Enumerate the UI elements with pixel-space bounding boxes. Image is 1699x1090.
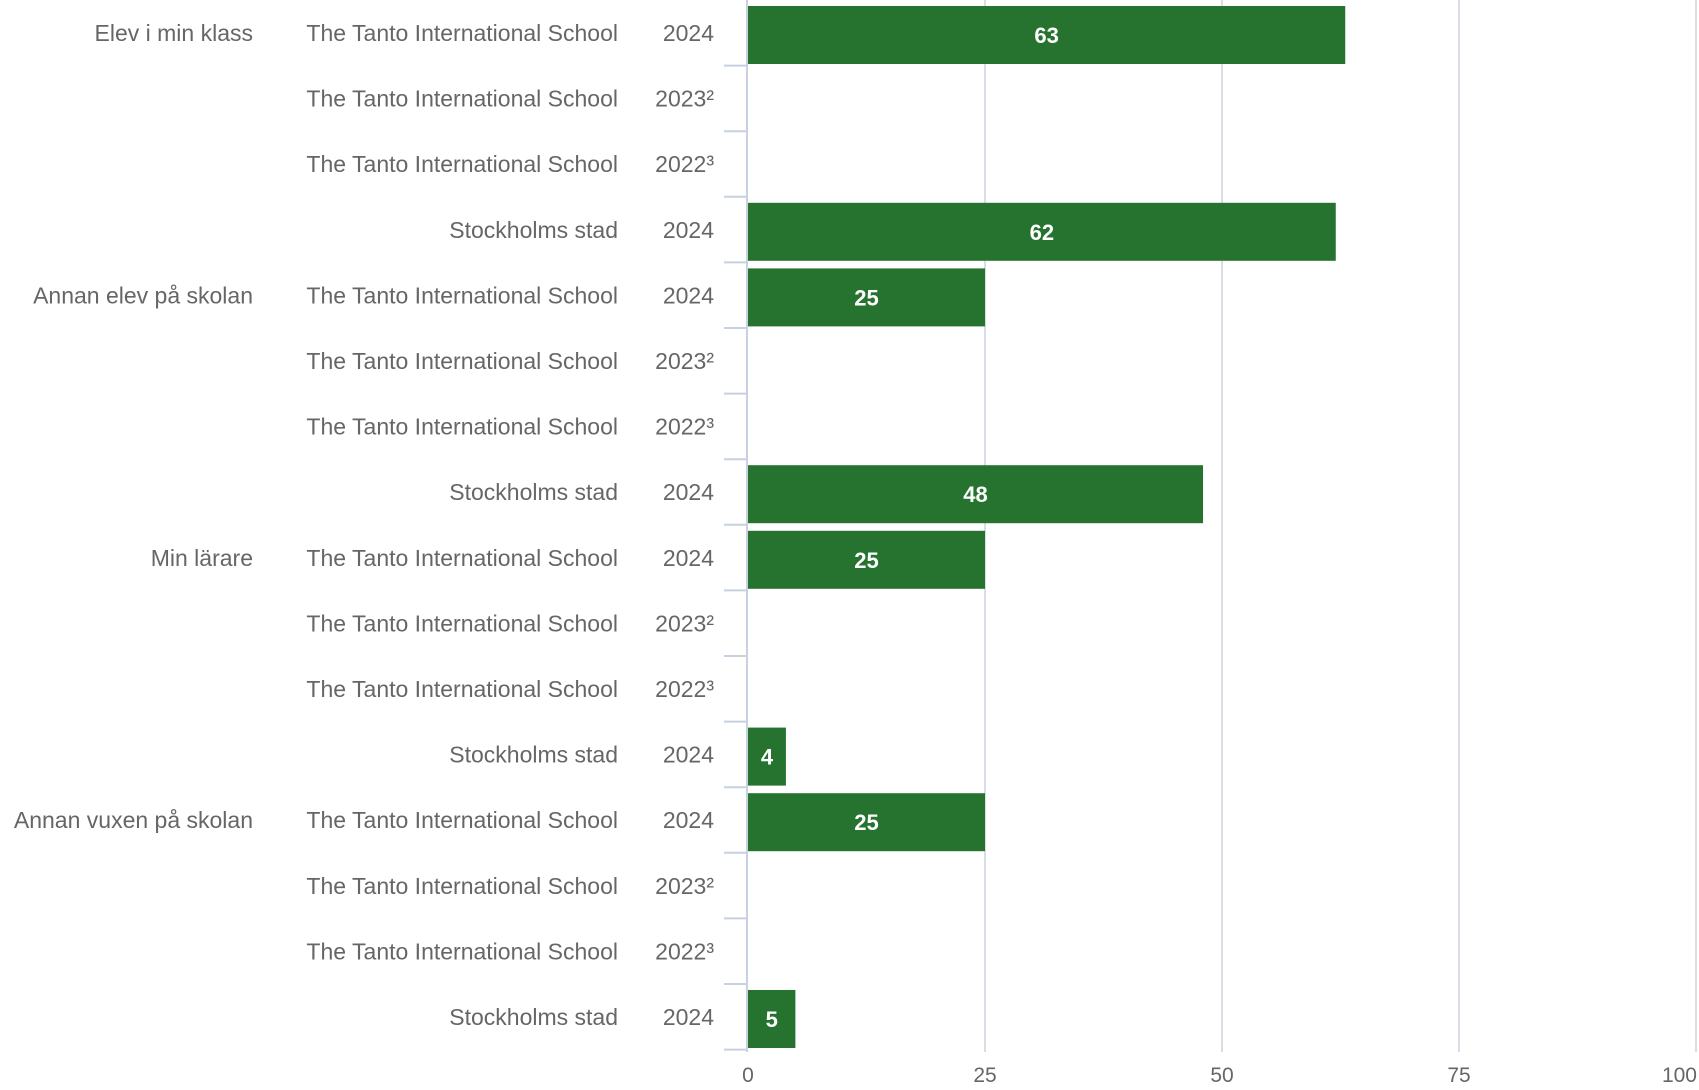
- group-label: Annan vuxen på skolan: [14, 807, 253, 833]
- bar: [748, 990, 796, 1048]
- bars: 63 62 25 48 25 4 25 5: [748, 6, 1346, 1048]
- group-label: Min lärare: [151, 545, 253, 571]
- year-label: 2023²: [655, 610, 714, 636]
- x-tick-label: 75: [1447, 1064, 1470, 1087]
- bar: [748, 202, 1336, 261]
- year-label: 2022³: [655, 414, 714, 440]
- year-label: 2022³: [655, 151, 714, 177]
- bar: [748, 727, 786, 786]
- entity-label: Stockholms stad: [449, 217, 618, 243]
- x-tick-label: 25: [973, 1064, 996, 1087]
- year-label: 2024: [663, 20, 714, 46]
- year-label: 2024: [663, 1004, 714, 1030]
- year-label: 2022³: [655, 676, 714, 702]
- year-label: 2024: [663, 807, 714, 833]
- x-tick-label: 50: [1210, 1064, 1233, 1087]
- entity-label: The Tanto International School: [306, 348, 618, 374]
- entity-label: The Tanto International School: [306, 282, 618, 308]
- bar: [748, 530, 985, 589]
- x-axis-ticks: 0 25 50 75 100: [742, 1064, 1697, 1087]
- group-label: Elev i min klass: [95, 20, 253, 46]
- entity-label: The Tanto International School: [306, 807, 618, 833]
- y-axis: [724, 0, 748, 1052]
- group-label: Annan elev på skolan: [33, 282, 253, 308]
- category-labels: Elev i min klass The Tanto International …: [14, 20, 714, 1030]
- year-label: 2024: [663, 282, 714, 308]
- data-label: 25: [854, 285, 878, 310]
- year-label: 2023²: [655, 873, 714, 899]
- year-label: 2024: [663, 742, 714, 768]
- entity-label: The Tanto International School: [306, 610, 618, 636]
- entity-label: Stockholms stad: [449, 479, 618, 505]
- entity-label: The Tanto International School: [306, 20, 618, 46]
- year-label: 2023²: [655, 348, 714, 374]
- gridlines: [984, 0, 1697, 1052]
- entity-label: The Tanto International School: [306, 86, 618, 112]
- x-tick-label: 0: [742, 1064, 754, 1087]
- bar: [748, 465, 1204, 524]
- bar: [748, 6, 1346, 64]
- data-label: 62: [1030, 220, 1054, 245]
- entity-label: Stockholms stad: [449, 742, 618, 768]
- entity-label: The Tanto International School: [306, 873, 618, 899]
- year-label: 2023²: [655, 86, 714, 112]
- data-label: 5: [766, 1007, 778, 1032]
- data-label: 63: [1034, 23, 1058, 48]
- entity-label: The Tanto International School: [306, 545, 618, 571]
- entity-label: The Tanto International School: [306, 151, 618, 177]
- entity-label: Stockholms stad: [449, 1004, 618, 1030]
- data-label: 48: [963, 482, 987, 507]
- data-label: 25: [854, 548, 878, 573]
- year-label: 2022³: [655, 938, 714, 964]
- year-label: 2024: [663, 479, 714, 505]
- bar: [748, 793, 985, 852]
- year-label: 2024: [663, 545, 714, 571]
- data-label: 4: [761, 745, 774, 770]
- entity-label: The Tanto International School: [306, 414, 618, 440]
- data-label: 25: [854, 810, 878, 835]
- entity-label: The Tanto International School: [306, 938, 618, 964]
- x-tick-label: 100: [1662, 1064, 1697, 1087]
- bar: [748, 268, 985, 327]
- entity-label: The Tanto International School: [306, 676, 618, 702]
- year-label: 2024: [663, 217, 714, 243]
